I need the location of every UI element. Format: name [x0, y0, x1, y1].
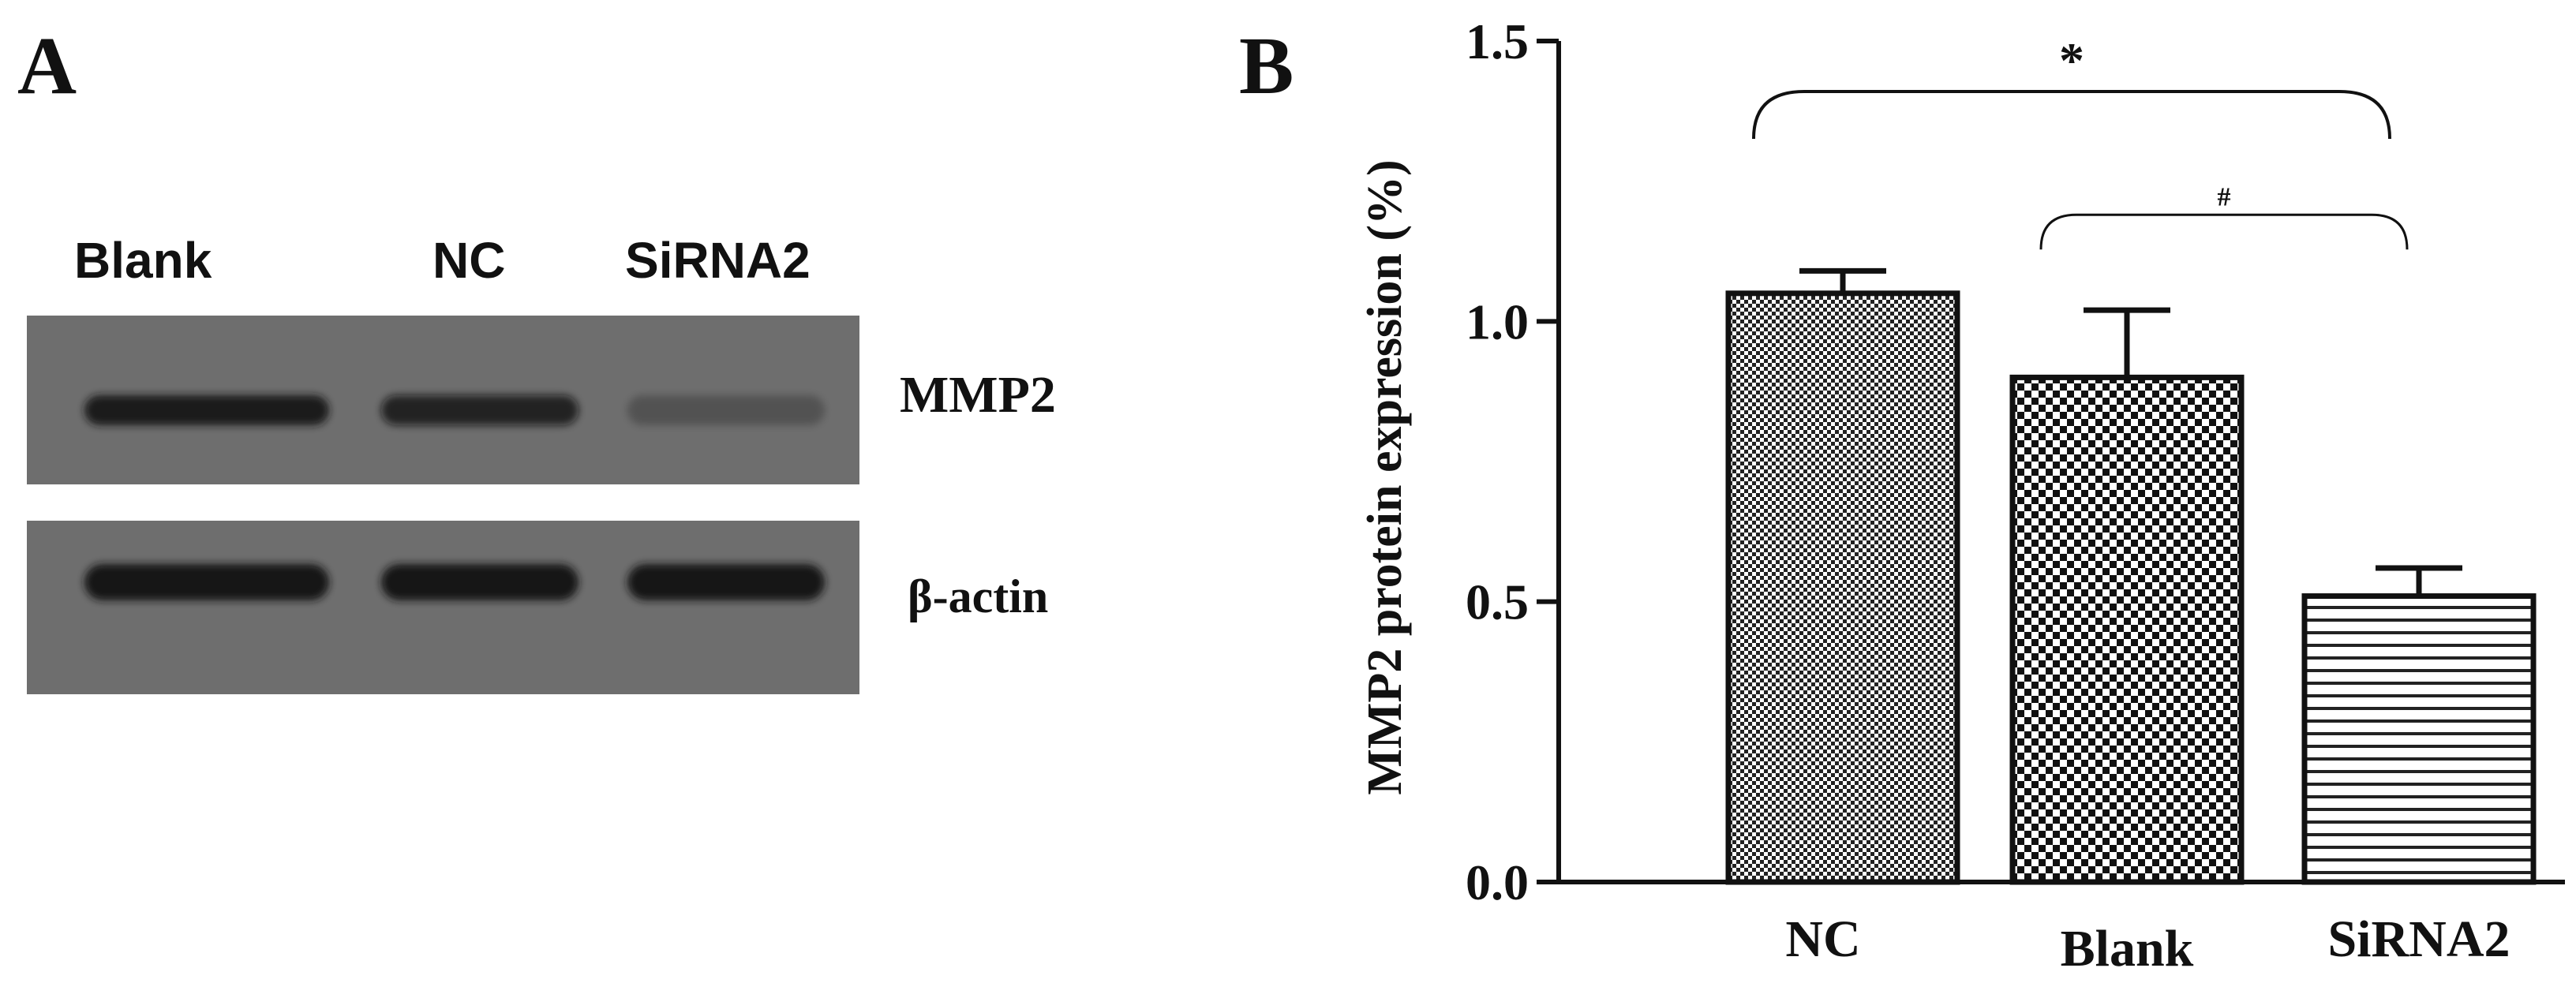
error-bars [1799, 267, 2462, 596]
x-axis-labels: NC Blank SiRNA2 [1785, 910, 2510, 977]
panel-a-western-blot: A Blank NC SiRNA2 MMP2 β-actin [17, 21, 1056, 694]
bar-sirna2 [2301, 593, 2537, 885]
y-tick-label: 1.5 [1466, 13, 1529, 69]
significance-bracket-1 [1752, 89, 2391, 139]
y-axis-title: MMP2 protein expression (%) [1358, 159, 1412, 794]
bar-blank [2009, 374, 2245, 885]
blot-beta-actin [27, 521, 859, 694]
y-tick-label: 1.0 [1466, 293, 1529, 349]
panel-b-bar-chart: B MMP2 protein expression (%) 0.0 0.5 1.0 1… [1239, 13, 2565, 977]
significance-label-2: # [2218, 182, 2231, 211]
x-tick-label-nc: NC [1785, 910, 1860, 968]
protein-label-mmp2: MMP2 [900, 366, 1056, 424]
band-mmp2-lane-2 [381, 395, 578, 425]
bars [1725, 290, 2537, 885]
protein-label-beta-actin: β-actin [908, 570, 1048, 622]
panel-b-letter: B [1239, 21, 1294, 111]
band-beta-actin-lane-1 [84, 564, 329, 600]
x-tick-label-blank: Blank [2061, 920, 2194, 977]
panel-a-letter: A [17, 21, 77, 111]
y-tick-label: 0.5 [1466, 574, 1529, 630]
lane-label-sirna2: SiRNA2 [625, 232, 811, 289]
y-axis-ticks: 0.0 0.5 1.0 1.5 [1466, 13, 1559, 910]
significance-label-1: * [2059, 32, 2084, 88]
blot-beta-actin-membrane [27, 521, 859, 694]
band-beta-actin-lane-3 [627, 564, 825, 600]
lane-label-nc: NC [432, 232, 505, 289]
blot-mmp2 [27, 316, 859, 484]
x-tick-label-sirna2: SiRNA2 [2327, 910, 2510, 968]
y-tick-label: 0.0 [1466, 854, 1529, 910]
band-mmp2-lane-1 [84, 395, 329, 425]
significance-brackets: *# [1752, 32, 2409, 250]
band-mmp2-lane-3 [627, 395, 825, 425]
significance-bracket-2 [2039, 213, 2409, 250]
lane-label-blank: Blank [74, 232, 212, 289]
band-beta-actin-lane-2 [381, 564, 578, 600]
bar-nc [1725, 290, 1960, 885]
